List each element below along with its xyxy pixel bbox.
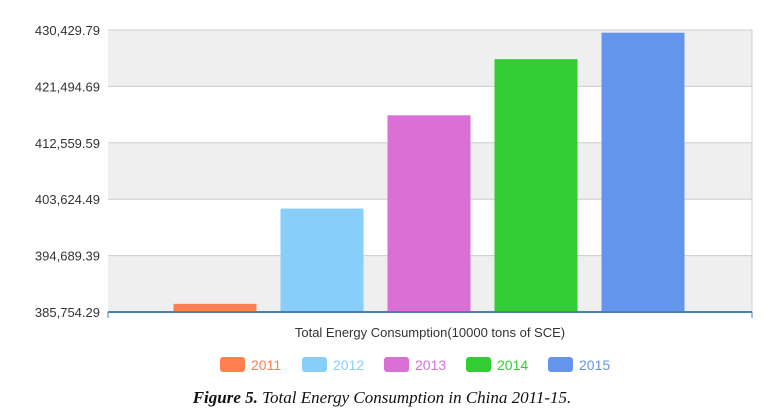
y-tick-label: 385,754.29 (35, 305, 100, 320)
y-tick-label: 430,429.79 (35, 23, 100, 38)
legend-label-2011: 2011 (251, 357, 281, 373)
bar-chart: 385,754.29 394,689.39 403,624.49 412,559.59… (35, 23, 753, 373)
y-tick-label: 421,494.69 (35, 79, 100, 94)
y-tick-label: 403,624.49 (35, 192, 100, 207)
bar-2015 (601, 32, 685, 312)
y-tick-label: 394,689.39 (35, 249, 100, 264)
legend-label-2012: 2012 (333, 357, 364, 373)
bar-2012 (280, 208, 364, 312)
bar-2013 (387, 115, 471, 313)
bar-2014 (494, 59, 578, 312)
figure-caption: Figure 5. Total Energy Consumption in Ch… (0, 388, 764, 408)
legend-swatch-2015 (548, 357, 573, 372)
legend-swatch-2012 (302, 357, 327, 372)
legend-label-2014: 2014 (497, 357, 528, 373)
legend-label-2015: 2015 (579, 357, 610, 373)
legend-label-2013: 2013 (415, 357, 446, 373)
figure-caption-text: Total Energy Consumption in China 2011-1… (257, 388, 572, 407)
figure-label: Figure 5. (192, 388, 258, 407)
legend-swatch-2011 (220, 357, 245, 372)
legend-swatch-2014 (466, 357, 491, 372)
bar-2011 (173, 303, 257, 312)
y-tick-label: 412,559.59 (35, 136, 100, 151)
x-axis-label: Total Energy Consumption(10000 tons of S… (295, 325, 565, 340)
legend-swatch-2013 (384, 357, 409, 372)
